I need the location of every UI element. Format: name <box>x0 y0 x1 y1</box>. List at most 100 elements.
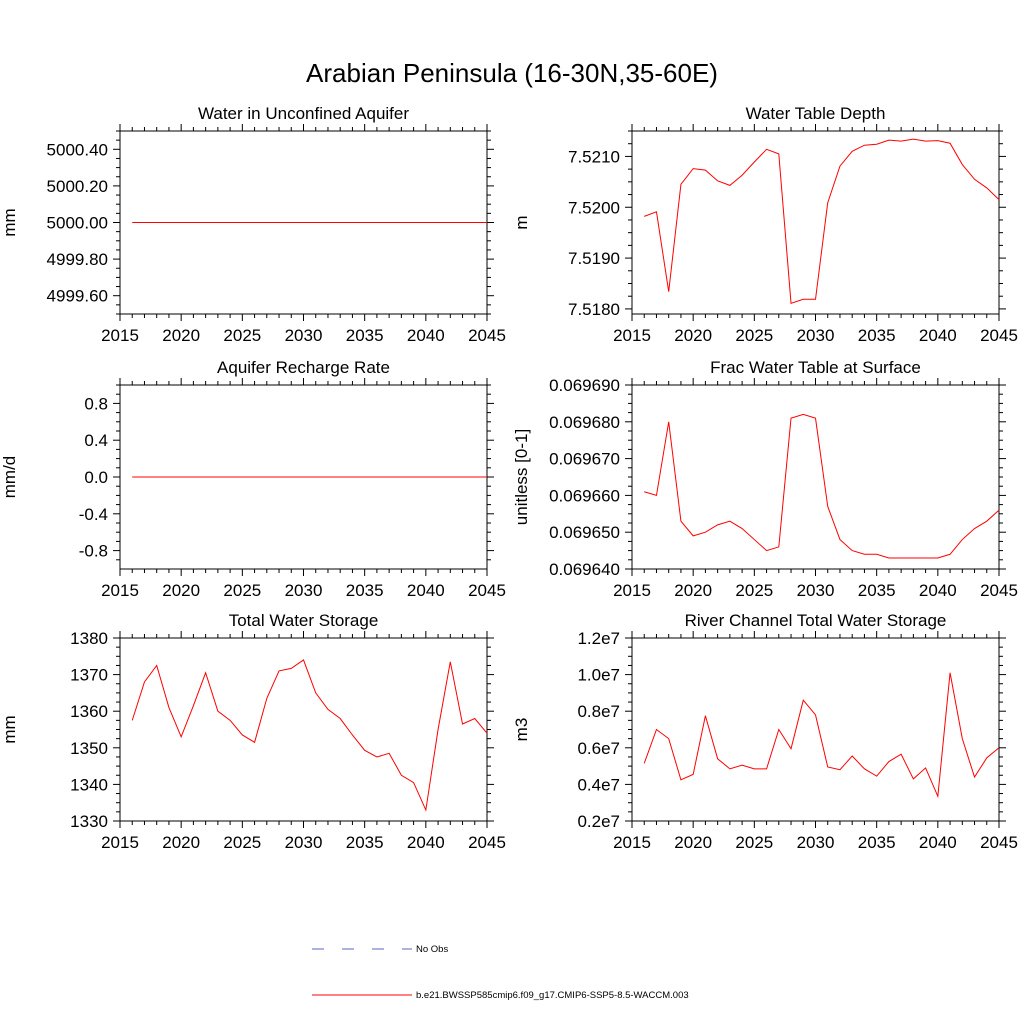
x-tick-label: 2045 <box>468 833 506 852</box>
y-tick-label: 0.0 <box>84 468 108 487</box>
x-tick-label: 2045 <box>980 833 1018 852</box>
x-tick-label: 2025 <box>735 581 773 600</box>
x-tick-label: 2040 <box>919 326 957 345</box>
y-tick-label: -0.4 <box>79 505 108 524</box>
x-tick-label: 2025 <box>735 833 773 852</box>
y-tick-label: 0.069680 <box>549 413 620 432</box>
x-tick-label: 2045 <box>980 326 1018 345</box>
x-tick-label: 2030 <box>285 833 323 852</box>
x-tick-label: 2035 <box>346 833 384 852</box>
panel-3: Aquifer Recharge Rate mm/d 2015 2020 2025 203… <box>0 358 506 600</box>
y-tick-label: 1380 <box>70 629 108 648</box>
x-tick-label: 2020 <box>162 326 200 345</box>
y-axis-label: mm <box>0 208 19 236</box>
y-tick-label: 5000.00 <box>47 214 108 233</box>
panel-title: Water in Unconfined Aquifer <box>198 104 409 123</box>
y-tick-label: 0.2e7 <box>577 812 620 831</box>
x-tick-label: 2040 <box>919 833 957 852</box>
y-tick-label: 1330 <box>70 812 108 831</box>
x-tick-label: 2020 <box>162 833 200 852</box>
panel-4: Frac Water Table at Surface unitless [0-1… <box>512 358 1018 600</box>
series-line <box>643 672 1000 799</box>
series-line <box>644 413 1000 559</box>
x-tick-label: 2035 <box>346 326 384 345</box>
x-tick-label: 2015 <box>613 326 651 345</box>
panel-5: Total Water Storage mm 2015 2020 2025 2030 203… <box>0 611 506 852</box>
legend: No Obs b.e21.BWSSP585cmip6.f09_g17.CMIP6… <box>312 944 689 1001</box>
y-tick-label: 1.0e7 <box>577 666 620 685</box>
y-axis-label: m <box>512 215 531 229</box>
series-line <box>644 138 1000 304</box>
y-tick-label: 0.069650 <box>549 523 620 542</box>
plot-frame <box>119 637 488 822</box>
x-tick-label: 2030 <box>797 833 835 852</box>
x-tick-label: 2045 <box>468 581 506 600</box>
y-tick-label: 5000.40 <box>47 140 108 159</box>
x-tick-label: 2030 <box>285 326 323 345</box>
y-axis-label: m3 <box>512 718 531 742</box>
panel-title: River Channel Total Water Storage <box>685 611 947 630</box>
x-tick-label: 2015 <box>613 833 651 852</box>
x-tick-label: 2015 <box>613 581 651 600</box>
panel-1: Water in Unconfined Aquifer mm 2015 2020 202… <box>0 104 506 345</box>
x-tick-label: 2015 <box>101 326 139 345</box>
y-tick-label: 1350 <box>70 739 108 758</box>
y-tick-label: 7.5210 <box>568 147 620 166</box>
panel-2: Water Table Depth m 2015 2020 2025 2030 2035 20… <box>512 104 1018 345</box>
x-tick-label: 2020 <box>674 833 712 852</box>
x-tick-label: 2020 <box>674 326 712 345</box>
x-tick-label: 2025 <box>223 833 261 852</box>
x-tick-label: 2030 <box>285 581 323 600</box>
y-tick-label: 0.4 <box>84 431 108 450</box>
panel-title: Total Water Storage <box>229 611 379 630</box>
x-tick-label: 2030 <box>797 581 835 600</box>
x-tick-label: 2035 <box>858 326 896 345</box>
x-tick-label: 2030 <box>797 326 835 345</box>
y-tick-label: -0.8 <box>79 542 108 561</box>
y-tick-label: 5000.20 <box>47 177 108 196</box>
x-tick-label: 2040 <box>407 833 445 852</box>
y-tick-label: 0.4e7 <box>577 775 620 794</box>
y-tick-label: 0.069670 <box>549 450 620 469</box>
y-tick-label: 1360 <box>70 702 108 721</box>
panel-title: Aquifer Recharge Rate <box>217 358 390 377</box>
x-tick-label: 2020 <box>674 581 712 600</box>
x-tick-label: 2015 <box>101 833 139 852</box>
y-tick-label: 0.8 <box>84 394 108 413</box>
y-tick-label: 1.2e7 <box>577 629 620 648</box>
y-tick-label: 0.069640 <box>549 560 620 579</box>
panel-6: River Channel Total Water Storage m3 2015 2… <box>512 611 1018 852</box>
y-tick-label: 0.069660 <box>549 486 620 505</box>
x-tick-label: 2045 <box>980 581 1018 600</box>
y-tick-label: 7.5200 <box>568 198 620 217</box>
y-axis-label: mm/d <box>0 456 19 499</box>
x-tick-label: 2035 <box>346 581 384 600</box>
x-tick-label: 2045 <box>468 326 506 345</box>
x-tick-label: 2025 <box>223 581 261 600</box>
y-tick-label: 4999.80 <box>47 250 108 269</box>
y-tick-label: 1370 <box>70 666 108 685</box>
plot-frame <box>631 384 1000 570</box>
y-axis-label: mm <box>0 715 19 743</box>
x-tick-label: 2040 <box>407 581 445 600</box>
panel-title: Water Table Depth <box>746 104 886 123</box>
series-line <box>131 659 488 812</box>
x-tick-label: 2025 <box>223 326 261 345</box>
y-axis-label: unitless [0-1] <box>512 429 531 525</box>
x-tick-label: 2020 <box>162 581 200 600</box>
y-tick-label: 7.5180 <box>568 300 620 319</box>
panels-group: Water in Unconfined Aquifer mm 2015 2020 202… <box>0 104 1018 852</box>
x-tick-label: 2040 <box>407 326 445 345</box>
x-tick-label: 2025 <box>735 326 773 345</box>
plot-frame <box>631 130 1000 315</box>
y-tick-label: 0.069690 <box>549 376 620 395</box>
y-tick-label: 1340 <box>70 775 108 794</box>
x-tick-label: 2040 <box>919 581 957 600</box>
y-tick-label: 0.8e7 <box>577 702 620 721</box>
figure-title: Arabian Peninsula (16-30N,35-60E) <box>306 58 718 88</box>
x-tick-label: 2015 <box>101 581 139 600</box>
legend-no-obs-label: No Obs <box>416 944 448 955</box>
x-tick-label: 2035 <box>858 581 896 600</box>
